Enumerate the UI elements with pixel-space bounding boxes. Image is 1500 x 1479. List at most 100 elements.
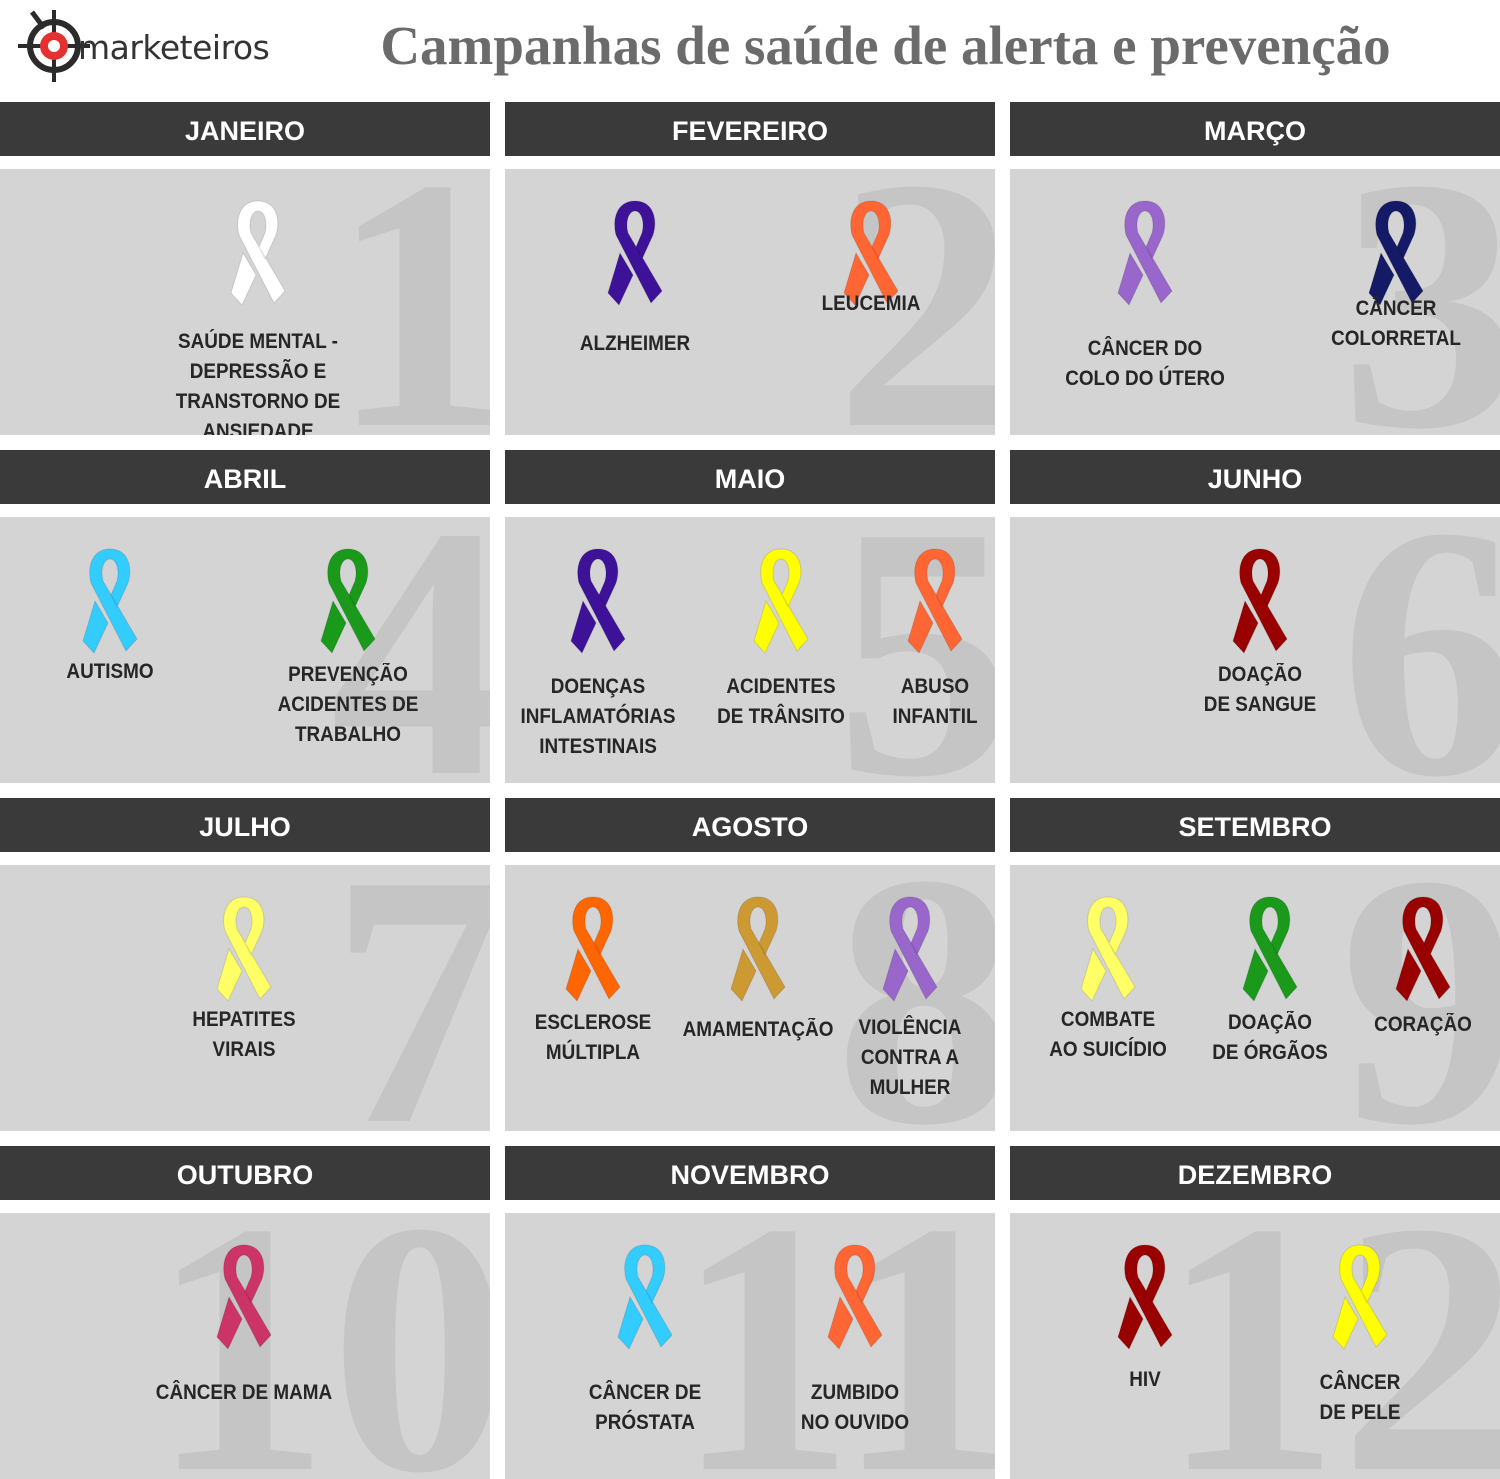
campaign-label: ACIDENTES DE TRÂNSITO	[717, 675, 845, 728]
month-panel: 8 ESCLEROSE MÚLTIPLA AMAMENTAÇÃO VIOLÊNCIA CO…	[505, 865, 995, 1131]
awareness-ribbon-icon	[82, 548, 138, 654]
campaign-item: CÂNCER DE PELE	[1280, 1213, 1440, 1479]
campaign-item: CÂNCER DE PRÓSTATA	[565, 1213, 725, 1479]
campaign-label: CÂNCER COLORRETAL	[1331, 297, 1461, 350]
campaign-item: AMAMENTAÇÃO	[678, 865, 838, 1131]
month-panel: 1 SAÚDE MENTAL - DEPRESSÃO E TRANSTORNO DE…	[0, 169, 490, 435]
campaign-label: CÂNCER DE MAMA	[155, 1381, 333, 1404]
campaign-label: ESCLEROSE MÚLTIPLA	[534, 1011, 652, 1064]
campaign-item: ABUSO INFANTIL	[855, 517, 995, 783]
campaign-item: CÂNCER DO COLO DO ÚTERO	[1065, 169, 1225, 435]
month-number: 11	[674, 1213, 995, 1479]
awareness-ribbon-icon	[320, 548, 376, 654]
campaign-label: DOAÇÃO DE SANGUE	[1203, 663, 1317, 716]
campaign-item: DOAÇÃO DE SANGUE	[1180, 517, 1340, 783]
campaign-item: ACIDENTES DE TRÂNSITO	[701, 517, 861, 783]
month-panel: 2 ALZHEIMER LEUCEMIA	[505, 169, 995, 435]
campaign-item: HIV	[1065, 1213, 1225, 1479]
campaign-label: HIV	[1129, 1368, 1161, 1391]
awareness-ribbon-icon	[882, 896, 938, 1002]
target-icon	[18, 10, 90, 82]
awareness-ribbon-icon	[1332, 1244, 1388, 1350]
campaign-item: CÂNCER DE MAMA	[156, 1213, 332, 1479]
month-panel: 3 CÂNCER DO COLO DO ÚTERO CÂNCER COLORRETAL	[1010, 169, 1500, 435]
campaign-label: CÂNCER DE PELE	[1319, 1371, 1401, 1424]
campaign-item: COMBATE AO SUICÍDIO	[1028, 865, 1188, 1131]
month-header: JANEIRO	[0, 102, 490, 156]
campaign-item: DOAÇÃO DE ÓRGÃOS	[1190, 865, 1350, 1131]
campaign-item: AUTISMO	[30, 517, 190, 783]
campaign-label: CÂNCER DO COLO DO ÚTERO	[1065, 337, 1225, 390]
month-number: 7	[330, 865, 490, 1131]
month-number: 10	[150, 1213, 490, 1479]
month-header: AGOSTO	[505, 798, 995, 852]
campaign-item: CÂNCER COLORRETAL	[1316, 169, 1476, 435]
month-panel: 11 CÂNCER DE PRÓSTATA ZUMBIDO NO OUVIDO	[505, 1213, 995, 1479]
awareness-ribbon-icon	[1242, 896, 1298, 1002]
month-panel: 10 CÂNCER DE MAMA	[0, 1213, 490, 1479]
marketeiros-logo: marketeiros	[14, 6, 270, 86]
campaign-item: SAÚDE MENTAL - DEPRESSÃO E TRANSTORNO DE …	[176, 169, 340, 435]
campaign-label: ZUMBIDO NO OUVIDO	[800, 1381, 910, 1434]
month-number: 12	[1160, 1213, 1500, 1479]
month-header: NOVEMBRO	[505, 1146, 995, 1200]
awareness-ribbon-icon	[565, 896, 621, 1002]
page-title: Campanhas de saúde de alerta e prevenção	[380, 15, 1391, 76]
campaign-label: DOAÇÃO DE ÓRGÃOS	[1212, 1011, 1328, 1064]
awareness-ribbon-icon	[907, 548, 963, 654]
awareness-ribbon-icon	[216, 896, 272, 1002]
awareness-ribbon-icon	[753, 548, 809, 654]
awareness-ribbon-icon	[1117, 1244, 1173, 1350]
campaign-label: PREVENÇÃO ACIDENTES DE TRABALHO	[277, 663, 419, 746]
campaign-item: ALZHEIMER	[555, 169, 715, 435]
campaign-label: HEPATITES VIRAIS	[192, 1008, 296, 1061]
awareness-ribbon-icon	[1395, 896, 1451, 1002]
month-panel: 5 DOENÇAS INFLAMATÓRIAS INTESTINAIS ACIDENTE…	[505, 517, 995, 783]
awareness-ribbon-icon	[216, 1244, 272, 1350]
month-header: MAIO	[505, 450, 995, 504]
month-header: MARÇO	[1010, 102, 1500, 156]
campaign-item: ZUMBIDO NO OUVIDO	[775, 1213, 935, 1479]
month-header: FEVEREIRO	[505, 102, 995, 156]
page-header: marketeiros Campanhas de saúde de alerta…	[0, 0, 1500, 100]
campaign-label: AMAMENTAÇÃO	[682, 1018, 834, 1041]
awareness-ribbon-icon	[607, 200, 663, 306]
campaign-label: ALZHEIMER	[579, 332, 691, 355]
campaign-label: ABUSO INFANTIL	[892, 675, 978, 728]
month-number: 6	[1340, 517, 1500, 783]
awareness-ribbon-icon	[827, 1244, 883, 1350]
month-header: ABRIL	[0, 450, 490, 504]
month-header: OUTUBRO	[0, 1146, 490, 1200]
awareness-ribbon-icon	[1368, 200, 1424, 306]
awareness-ribbon-icon	[570, 548, 626, 654]
campaign-label: COMBATE AO SUICÍDIO	[1049, 1008, 1167, 1061]
campaign-item: HEPATITES VIRAIS	[164, 865, 324, 1131]
month-number: 3	[1340, 169, 1500, 435]
campaign-label: DOENÇAS INFLAMATÓRIAS INTESTINAIS	[520, 675, 676, 758]
awareness-ribbon-icon	[1117, 200, 1173, 306]
month-number: 5	[835, 517, 995, 783]
campaign-item: CORAÇÃO	[1343, 865, 1500, 1131]
month-panel: 4 AUTISMO PREVENÇÃO ACIDENTES DE TRABALHO	[0, 517, 490, 783]
campaign-label: AUTISMO	[66, 660, 154, 683]
awareness-ribbon-icon	[1232, 548, 1288, 654]
campaign-label: SAÚDE MENTAL - DEPRESSÃO E TRANSTORNO DE …	[175, 330, 341, 435]
campaign-item: DOENÇAS INFLAMATÓRIAS INTESTINAIS	[518, 517, 678, 783]
month-panel: 12 HIV CÂNCER DE PELE	[1010, 1213, 1500, 1479]
campaign-label: VIOLÊNCIA CONTRA A MULHER	[858, 1016, 962, 1099]
month-number: 1	[330, 169, 490, 435]
campaign-label: CÂNCER DE PRÓSTATA	[588, 1381, 702, 1434]
campaign-label: CORAÇÃO	[1374, 1013, 1472, 1036]
campaign-item: LEUCEMIA	[791, 169, 951, 435]
month-panel: 7 HEPATITES VIRAIS	[0, 865, 490, 1131]
month-header: JUNHO	[1010, 450, 1500, 504]
month-panel: 6 DOAÇÃO DE SANGUE	[1010, 517, 1500, 783]
month-panel: 9 COMBATE AO SUICÍDIO DOAÇÃO DE ÓRGÃOS CORAÇÃ…	[1010, 865, 1500, 1131]
logo-text: marketeiros	[78, 28, 270, 67]
awareness-ribbon-icon	[1080, 896, 1136, 1002]
awareness-ribbon-icon	[230, 200, 286, 306]
month-number: 9	[1340, 865, 1500, 1131]
campaign-item: ESCLEROSE MÚLTIPLA	[513, 865, 673, 1131]
month-header: DEZEMBRO	[1010, 1146, 1500, 1200]
month-header: JULHO	[0, 798, 490, 852]
